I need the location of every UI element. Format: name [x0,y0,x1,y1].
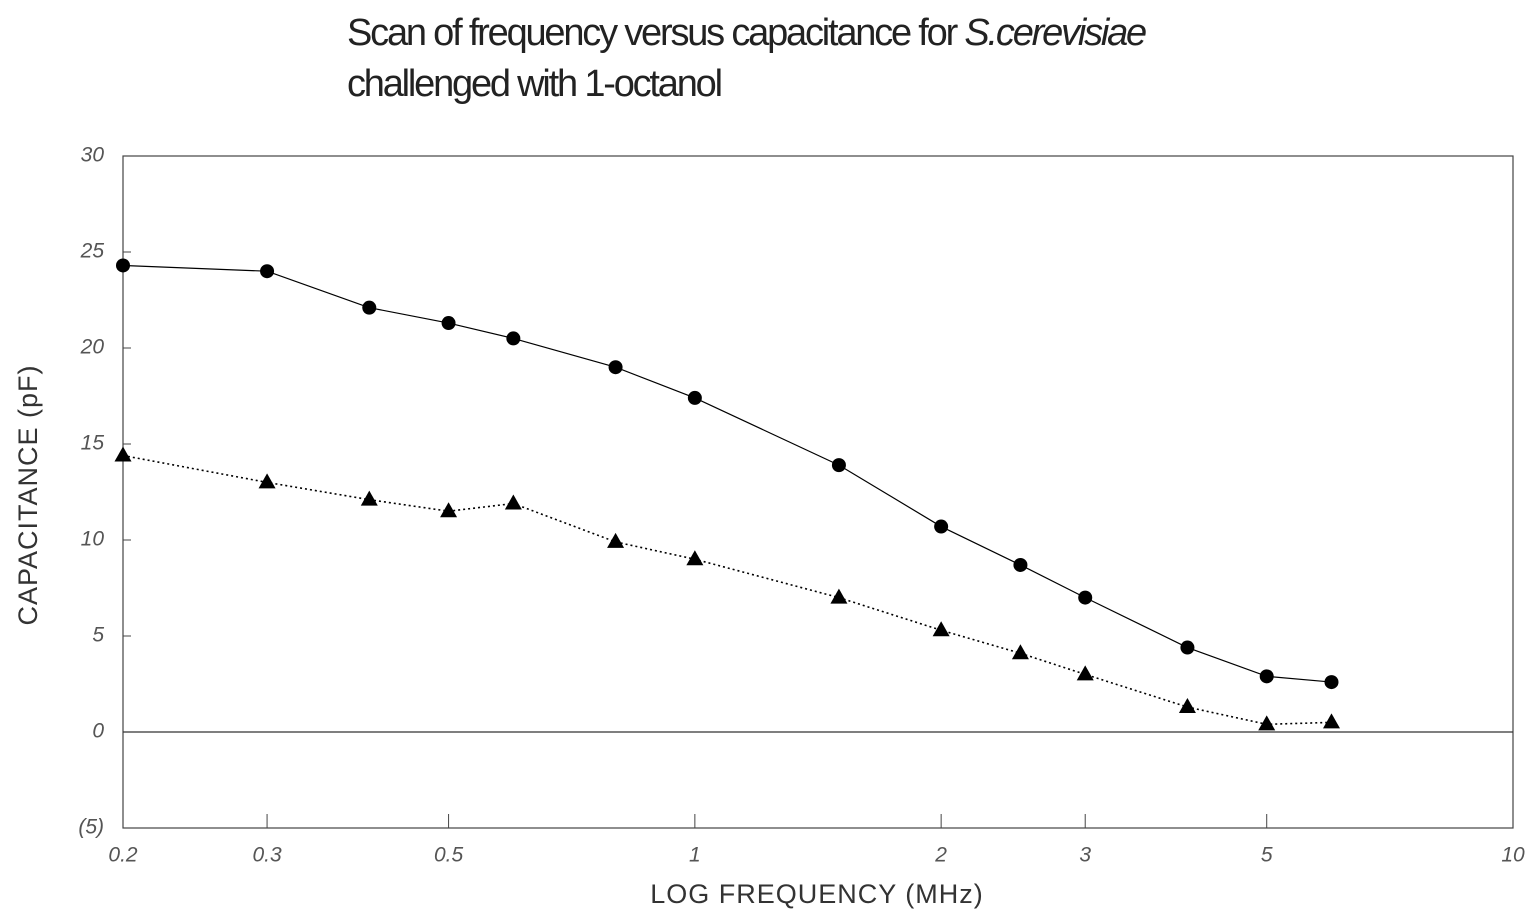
circle-marker [934,519,949,534]
triangle-marker [686,550,704,566]
triangle-marker [932,621,950,637]
chart-title: Scan of frequency versus capacitance for… [347,12,1146,54]
circle-marker [116,258,130,273]
circle-marker [1324,675,1339,690]
y-tick-label: 10 [81,528,105,551]
circle-marker [1013,557,1028,572]
circle-marker [362,300,377,315]
x-tick-label: 3 [1079,844,1091,867]
triangle-marker [504,494,522,510]
y-tick-label: (5) [78,816,104,839]
x-tick-label: 2 [934,844,947,867]
series-line [122,264,1332,683]
circle-marker [608,360,623,375]
x-tick-label: 0.2 [108,844,138,867]
title-part: S.cerevisiae [964,12,1146,54]
circle-marker [831,458,846,473]
circle-marker [687,390,702,405]
y-tick-label: 15 [81,432,105,455]
x-axis-label: LOG FREQUENCY (MHz) [650,879,984,909]
triangle-marker [1258,715,1276,731]
y-tick-label: 0 [92,720,104,743]
triangle-marker [1322,713,1340,729]
circle-marker [506,331,521,346]
x-tick-label: 10 [1501,844,1525,867]
circle-marker [1259,669,1274,684]
triangle-marker [1178,698,1196,714]
x-tick-label: 1 [689,844,701,867]
title-part: Scan of frequency versus capacitance for [347,12,959,54]
chart-title: challenged with 1-octanol [347,63,721,105]
y-tick-label: 5 [92,624,104,647]
triangle-marker [440,502,458,518]
triangle-marker [360,490,378,506]
circle-marker [1078,590,1093,605]
series-line [122,454,1332,726]
triangle-marker [258,473,276,489]
x-tick-label: 0.3 [252,844,282,867]
plot-frame [122,155,1514,829]
y-tick-label: 30 [81,144,105,167]
circle-marker [441,316,456,331]
y-tick-label: 20 [80,336,105,359]
y-axis-label: CAPACITANCE (pF) [13,364,43,625]
triangle-marker [607,532,625,548]
triangle-marker [114,446,132,462]
triangle-marker [830,588,848,604]
x-tick-label: 0.5 [434,844,464,867]
triangle-marker [1076,665,1094,681]
y-tick-label: 25 [80,240,105,263]
circle-marker [1180,640,1195,655]
circle-marker [260,264,275,279]
x-tick-label: 5 [1261,844,1273,867]
triangle-marker [1011,644,1029,660]
